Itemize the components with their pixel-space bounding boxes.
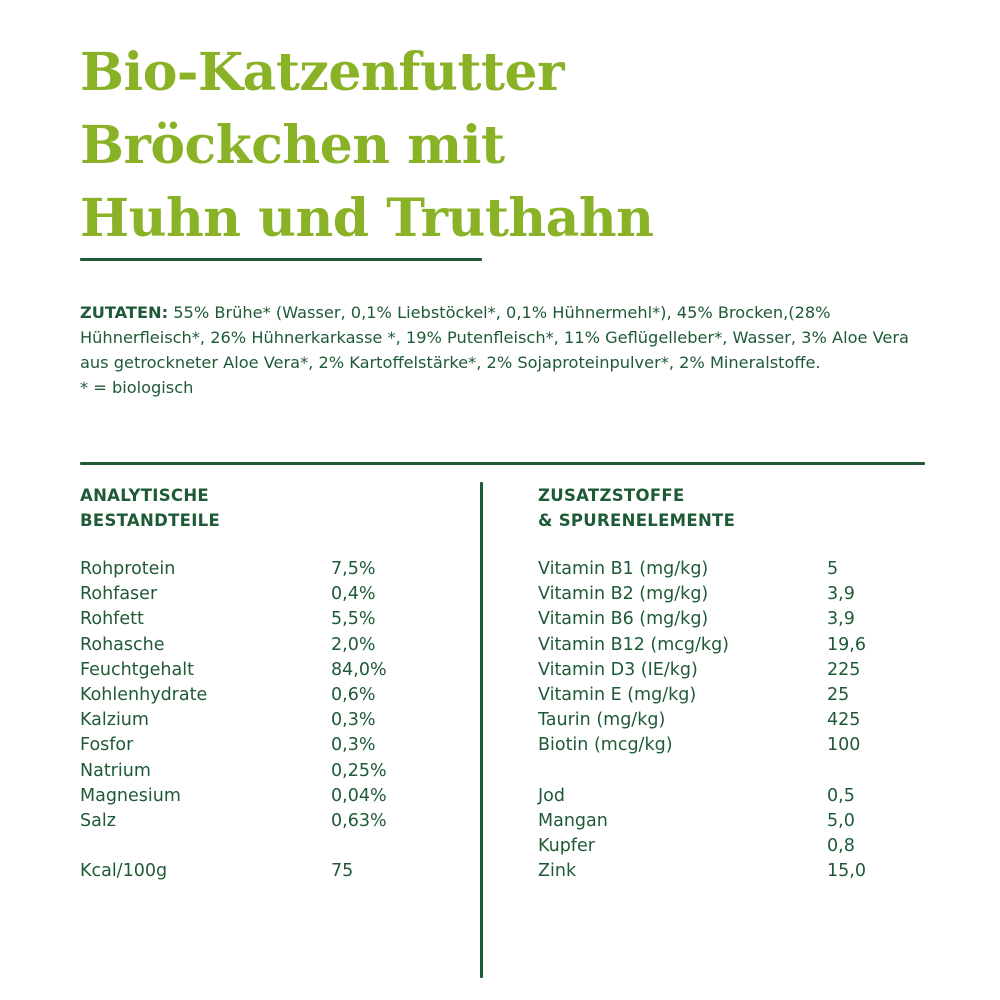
row-name: Taurin (mg/kg) [538, 710, 666, 731]
table-row: Salz 0,63% [80, 809, 387, 834]
table-row: Vitamin D3 (IE/kg) 225 [538, 658, 866, 683]
row-value: 0,04% [331, 785, 387, 806]
row-value: 19,6 [827, 634, 866, 655]
row-value: 0,25% [331, 760, 387, 781]
energy-name: Kcal/100g [80, 861, 168, 882]
row-value: 2,0% [331, 634, 376, 655]
row-name: Rohfett [80, 609, 144, 630]
row-value: 25 [827, 684, 850, 705]
row-name: Vitamin D3 (IE/kg) [538, 659, 698, 680]
row-value: 0,6% [331, 684, 376, 705]
section-divider [80, 462, 925, 465]
row-name: Feuchtgehalt [80, 659, 194, 680]
table-row: Mangan 5,0 [538, 809, 866, 834]
table-row: Vitamin B1 (mg/kg) 5 [538, 557, 866, 582]
additives-header: ZUSATZSTOFFE & SPURENELEMENTE [538, 483, 735, 533]
title-line-1: Bio-Katzenfutter [80, 42, 565, 103]
row-name: Kohlenhydrate [80, 684, 208, 705]
row-value: 0,3% [331, 710, 376, 731]
row-name: Salz [80, 810, 116, 831]
additives-table: Vitamin B1 (mg/kg) 5 Vitamin B2 (mg/kg) … [538, 557, 866, 884]
energy-value: 75 [331, 861, 354, 882]
row-value: 100 [827, 735, 861, 756]
table-row: Vitamin E (mg/kg) 25 [538, 683, 866, 708]
ingredients-footnote: * = biologisch [80, 378, 194, 397]
analytic-header: ANALYTISCHE BESTANDTEILE [80, 483, 220, 533]
column-divider [480, 482, 483, 978]
table-row: Feuchtgehalt 84,0% [80, 658, 387, 683]
row-value: 3,9 [827, 584, 855, 605]
row-value: 0,8 [827, 836, 855, 857]
row-name: Vitamin B6 (mg/kg) [538, 609, 709, 630]
additives-header-line-1: ZUSATZSTOFFE [538, 486, 685, 505]
row-name: Fosfor [80, 735, 134, 756]
row-value: 5,0 [827, 810, 855, 831]
table-row: Zink 15,0 [538, 859, 866, 884]
ingredients-label: ZUTATEN: [80, 303, 169, 322]
additives-header-line-2: & SPURENELEMENTE [538, 511, 736, 530]
row-value: 0,63% [331, 810, 387, 831]
row-name: Zink [538, 861, 577, 882]
table-row: Jod 0,5 [538, 784, 866, 809]
row-value: 225 [827, 659, 861, 680]
ingredients-text: 55% Brühe* (Wasser, 0,1% Liebstöckel*, 0… [80, 303, 909, 372]
table-row: Kalzium 0,3% [80, 708, 387, 733]
row-value: 3,9 [827, 609, 855, 630]
title-underline [80, 258, 482, 261]
row-value: 0,4% [331, 584, 376, 605]
row-value: 5 [827, 559, 839, 579]
row-name: Rohprotein [80, 559, 176, 579]
table-row: Rohfaser 0,4% [80, 582, 387, 607]
row-value: 7,5% [331, 559, 376, 579]
row-name: Vitamin E (mg/kg) [538, 684, 697, 705]
table-row: Fosfor 0,3% [80, 733, 387, 758]
row-name: Mangan [538, 810, 608, 831]
row-name: Vitamin B1 (mg/kg) [538, 559, 709, 579]
row-value: 0,5 [827, 785, 855, 806]
row-name: Kalzium [80, 710, 149, 731]
row-value: 5,5% [331, 609, 376, 630]
row-name: Rohfaser [80, 584, 158, 605]
row-name: Jod [538, 785, 565, 806]
analytic-table: Rohprotein 7,5% Rohfaser 0,4% Rohfett 5,… [80, 557, 387, 884]
product-title: Bio-Katzenfutter Bröckchen mit Huhn und … [80, 36, 654, 255]
table-row: Taurin (mg/kg) 425 [538, 708, 866, 733]
table-row: Vitamin B2 (mg/kg) 3,9 [538, 582, 866, 607]
row-name: Biotin (mcg/kg) [538, 735, 673, 756]
row-name: Rohasche [80, 634, 165, 655]
table-row: Kupfer 0,8 [538, 834, 866, 859]
table-row: Natrium 0,25% [80, 759, 387, 784]
title-line-3: Huhn und Truthahn [80, 188, 654, 249]
row-value: 84,0% [331, 659, 387, 680]
title-line-2: Bröckchen mit [80, 115, 505, 176]
table-row: Kohlenhydrate 0,6% [80, 683, 387, 708]
ingredients-block: ZUTATEN: 55% Brühe* (Wasser, 0,1% Liebst… [80, 300, 930, 400]
row-value: 15,0 [827, 861, 866, 882]
energy-row: Kcal/100g 75 [80, 859, 387, 884]
table-row: Biotin (mcg/kg) 100 [538, 733, 866, 758]
row-name: Vitamin B12 (mcg/kg) [538, 634, 730, 655]
row-name: Vitamin B2 (mg/kg) [538, 584, 709, 605]
row-name: Magnesium [80, 785, 181, 806]
table-row: Rohfett 5,5% [80, 607, 387, 632]
table-row: Vitamin B12 (mcg/kg) 19,6 [538, 633, 866, 658]
analytic-header-line-2: BESTANDTEILE [80, 511, 221, 530]
table-row: Rohasche 2,0% [80, 633, 387, 658]
table-row: Magnesium 0,04% [80, 784, 387, 809]
table-row: Vitamin B6 (mg/kg) 3,9 [538, 607, 866, 632]
row-name: Kupfer [538, 836, 595, 857]
row-name: Natrium [80, 760, 151, 781]
row-value: 425 [827, 710, 861, 731]
table-row: Rohprotein 7,5% [80, 557, 387, 582]
row-value: 0,3% [331, 735, 376, 756]
analytic-header-line-1: ANALYTISCHE [80, 486, 210, 505]
